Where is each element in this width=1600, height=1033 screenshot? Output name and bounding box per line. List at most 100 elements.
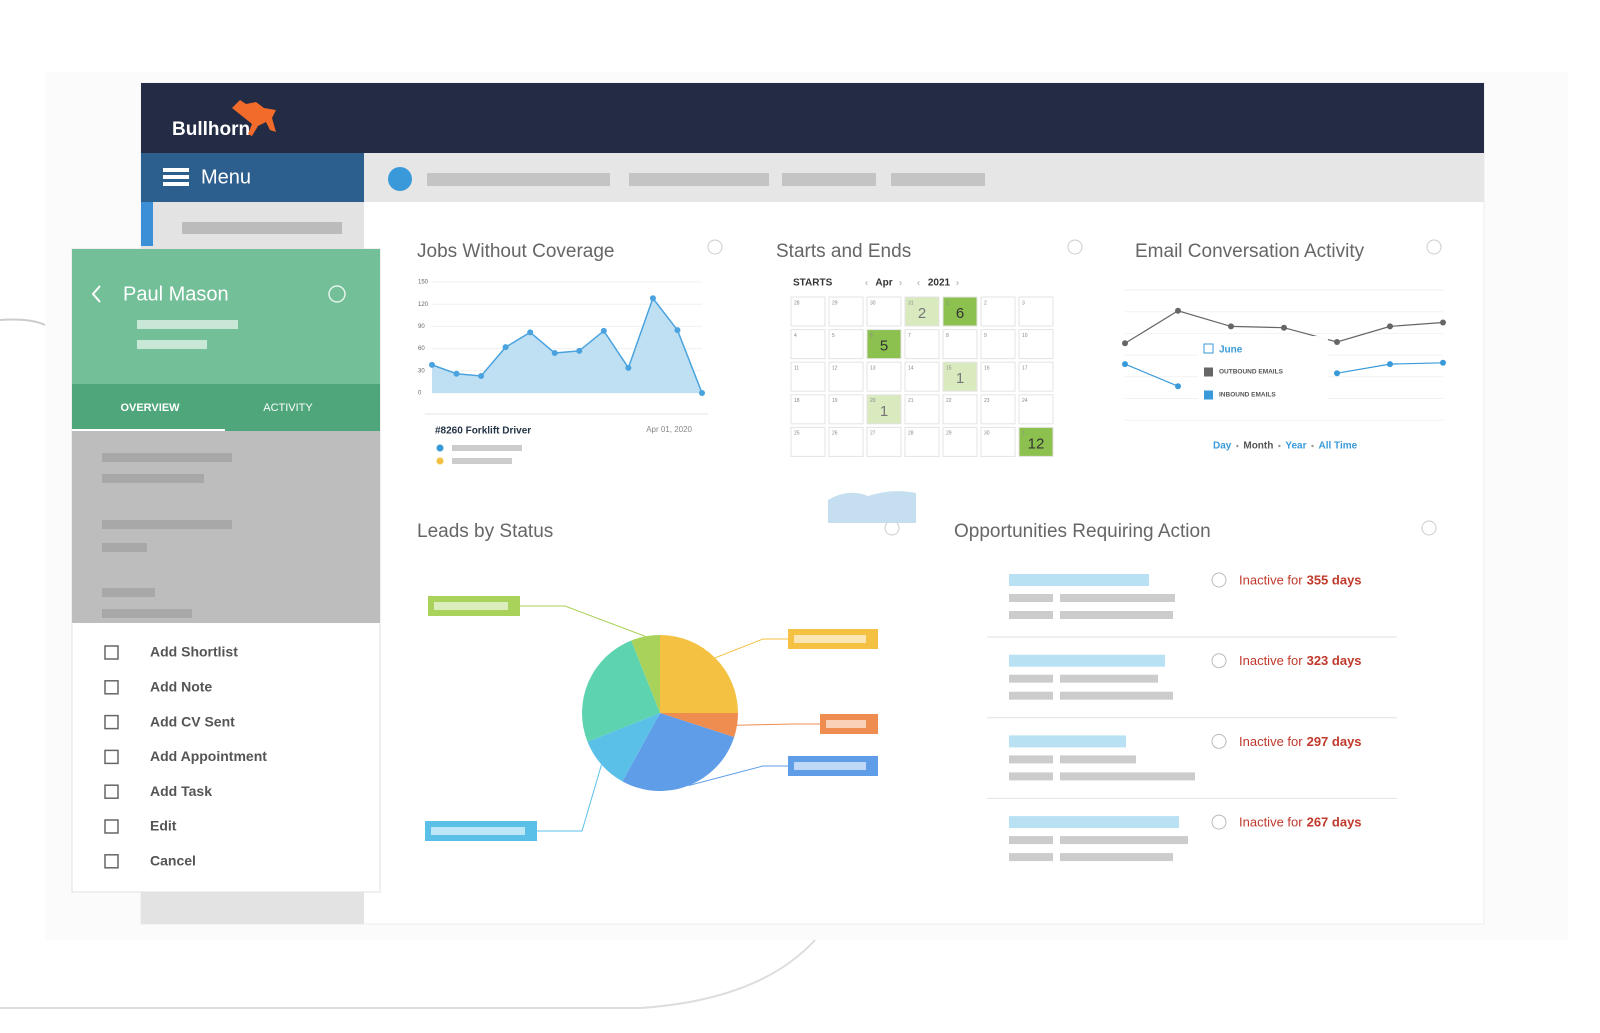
menu-label[interactable]: Menu [201,166,251,188]
job-name: #8260 Forklift Driver [435,426,531,437]
calendar-cell[interactable] [790,361,826,392]
action-label[interactable]: Add Appointment [150,748,267,764]
period-link[interactable]: Year [1285,441,1306,452]
widget-title: Leads by Status [417,521,553,542]
calendar-cell[interactable] [980,426,1016,457]
pie-slice[interactable] [660,635,738,713]
calendar-cell[interactable] [828,296,864,327]
inactive-days: 297 days [1307,734,1362,749]
calendar-cell[interactable] [904,361,940,392]
leader-line [537,764,602,832]
pie-slice[interactable] [581,640,660,742]
calendar-year[interactable]: 2021 [928,278,951,289]
calendar-cell[interactable] [1018,394,1054,425]
period-link[interactable]: Month [1243,441,1273,452]
svg-text:‹: ‹ [865,277,868,287]
calendar-cell[interactable] [942,426,978,457]
action-label[interactable]: Add CV Sent [150,713,235,729]
calendar-cell[interactable] [866,329,902,360]
point [502,344,509,351]
pie-slice[interactable] [660,713,738,738]
separator [1236,444,1239,448]
calendar-cell[interactable] [980,361,1016,392]
calendar-count: 2 [918,305,926,322]
y-tick-label: 60 [418,346,425,352]
avatar[interactable] [388,167,412,191]
calendar-cell[interactable] [942,329,978,360]
calendar-cell[interactable] [980,394,1016,425]
calendar-cell[interactable] [828,394,864,425]
action-icon[interactable] [104,784,119,799]
calendar-cell[interactable] [790,426,826,457]
calendar-cell[interactable] [866,296,902,327]
calendar-cell[interactable] [828,329,864,360]
calendar-cell[interactable] [942,361,978,392]
action-label[interactable]: Edit [150,818,177,834]
inactive-days: 323 days [1307,653,1362,668]
action-icon[interactable] [104,854,119,869]
action-label[interactable]: Add Shortlist [150,644,238,660]
tooltip-title: June [1219,345,1243,356]
y-tick-label: 0 [418,391,422,397]
calendar-cell[interactable] [904,394,940,425]
action-label[interactable]: Cancel [150,853,196,869]
calendar-cell[interactable] [866,426,902,457]
calendar-cell[interactable] [1018,426,1054,457]
point [1175,307,1181,314]
calendar-cell[interactable] [904,329,940,360]
svg-text:‹: ‹ [917,277,920,287]
period-link[interactable]: Day [1213,441,1232,452]
calendar-cell[interactable] [904,426,940,457]
calendar-arrows[interactable]: ‹ › ‹ › [865,277,959,287]
calendar-cell[interactable] [790,296,826,327]
calendar-day: 26 [832,431,838,437]
point [1334,339,1340,345]
calendar-cell[interactable] [1018,361,1054,392]
calendar-cell[interactable] [1018,329,1054,360]
point [429,361,435,368]
pie-slice[interactable] [631,635,660,713]
calendar-day: 1 [946,300,949,306]
deco-curve [0,318,46,326]
point [551,350,558,357]
calendar-cell[interactable] [942,394,978,425]
toolbar-placeholders [427,173,985,186]
calendar-cell[interactable] [828,426,864,457]
calendar-cell[interactable] [790,394,826,425]
placeholder [1060,853,1173,862]
svg-text:›: › [899,277,902,287]
calendar-cell[interactable] [904,296,940,327]
calendar-cell[interactable] [866,361,902,392]
calendar-cell[interactable] [980,329,1016,360]
period-link[interactable]: All Time [1319,441,1358,452]
pie-slice[interactable] [622,713,735,791]
calendar-month[interactable]: Apr [875,278,892,289]
legend-swatch [1204,390,1213,400]
pie-slice[interactable] [587,713,660,782]
calendar-mode[interactable]: STARTS [793,278,833,289]
calendar-cell[interactable] [942,296,978,327]
calendar-cell[interactable] [1018,296,1054,327]
callout-text [431,827,525,835]
calendar-day: 3 [1022,300,1025,306]
action-icon[interactable] [104,749,119,765]
placeholder [1060,594,1175,602]
calendar-cell[interactable] [980,296,1016,327]
calendar-cell[interactable] [828,361,864,392]
point [1387,361,1393,368]
action-icon[interactable] [104,819,119,834]
menu-icon[interactable] [163,168,189,186]
action-icon[interactable] [104,714,119,730]
action-icon[interactable] [104,680,119,695]
calendar-cell[interactable] [790,329,826,360]
deco-curve [0,939,816,1009]
action-icon[interactable] [104,645,119,660]
calendar-cell[interactable] [866,394,902,425]
tab[interactable]: OVERVIEW [120,402,180,414]
action-label[interactable]: Add Task [150,783,212,799]
point [1440,319,1446,326]
calendar-day: 28 [908,431,914,437]
action-label[interactable]: Add Note [150,679,212,695]
tab[interactable]: ACTIVITY [263,402,313,414]
placeholder [452,458,512,464]
